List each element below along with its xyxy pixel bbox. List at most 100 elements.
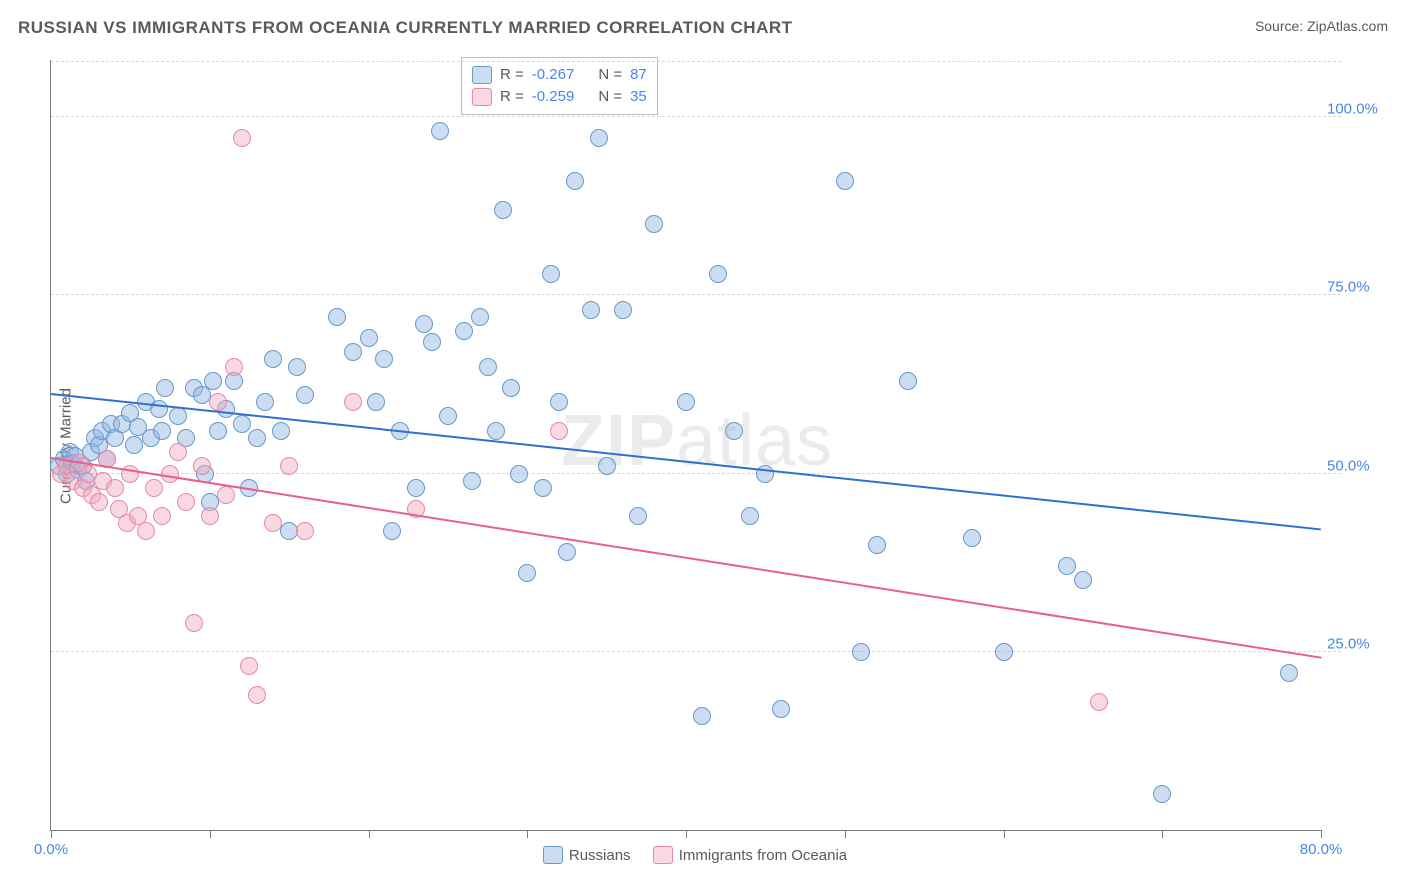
x-tick-label: 80.0% bbox=[1300, 841, 1343, 858]
data-point bbox=[415, 315, 433, 333]
data-point bbox=[125, 436, 143, 454]
x-tick bbox=[1162, 830, 1163, 838]
x-tick bbox=[1004, 830, 1005, 838]
data-point bbox=[169, 443, 187, 461]
data-point bbox=[756, 465, 774, 483]
series-legend: Russians Immigrants from Oceania bbox=[51, 846, 1321, 864]
data-point bbox=[709, 265, 727, 283]
data-point bbox=[344, 393, 362, 411]
r-value: -0.259 bbox=[532, 86, 575, 108]
swatch-russians bbox=[543, 846, 563, 864]
data-point bbox=[90, 493, 108, 511]
y-tick-label: 100.0% bbox=[1327, 101, 1387, 118]
legend-swatch bbox=[472, 88, 492, 106]
plot-area: ZIPatlas R =-0.267N =87R =-0.259N =35 Ru… bbox=[50, 60, 1321, 831]
data-point bbox=[542, 265, 560, 283]
data-point bbox=[614, 301, 632, 319]
data-point bbox=[558, 543, 576, 561]
data-point bbox=[510, 465, 528, 483]
data-point bbox=[161, 465, 179, 483]
gridline bbox=[51, 294, 1341, 295]
data-point bbox=[153, 507, 171, 525]
data-point bbox=[233, 129, 251, 147]
data-point bbox=[487, 422, 505, 440]
data-point bbox=[201, 507, 219, 525]
x-tick bbox=[686, 830, 687, 838]
data-point bbox=[582, 301, 600, 319]
data-point bbox=[868, 536, 886, 554]
data-point bbox=[169, 407, 187, 425]
data-point bbox=[256, 393, 274, 411]
chart-title: RUSSIAN VS IMMIGRANTS FROM OCEANIA CURRE… bbox=[18, 18, 793, 37]
data-point bbox=[209, 393, 227, 411]
data-point bbox=[209, 422, 227, 440]
x-tick bbox=[51, 830, 52, 838]
data-point bbox=[899, 372, 917, 390]
y-tick-label: 75.0% bbox=[1327, 279, 1387, 296]
source-label: Source: ZipAtlas.com bbox=[1255, 18, 1388, 34]
data-point bbox=[963, 529, 981, 547]
data-point bbox=[1058, 557, 1076, 575]
trend-line bbox=[51, 457, 1321, 659]
data-point bbox=[1153, 785, 1171, 803]
data-point bbox=[248, 686, 266, 704]
x-tick bbox=[845, 830, 846, 838]
data-point bbox=[121, 465, 139, 483]
x-tick bbox=[1321, 830, 1322, 838]
data-point bbox=[590, 129, 608, 147]
data-point bbox=[836, 172, 854, 190]
data-point bbox=[145, 479, 163, 497]
y-tick-label: 25.0% bbox=[1327, 635, 1387, 652]
data-point bbox=[177, 493, 195, 511]
data-point bbox=[204, 372, 222, 390]
data-point bbox=[502, 379, 520, 397]
gridline bbox=[51, 61, 1341, 62]
trend-line bbox=[51, 393, 1321, 530]
data-point bbox=[156, 379, 174, 397]
data-point bbox=[629, 507, 647, 525]
data-point bbox=[439, 407, 457, 425]
data-point bbox=[431, 122, 449, 140]
data-point bbox=[344, 343, 362, 361]
data-point bbox=[296, 386, 314, 404]
x-tick bbox=[527, 830, 528, 838]
gridline bbox=[51, 651, 1341, 652]
data-point bbox=[153, 422, 171, 440]
data-point bbox=[233, 415, 251, 433]
data-point bbox=[280, 457, 298, 475]
data-point bbox=[518, 564, 536, 582]
swatch-oceania bbox=[653, 846, 673, 864]
x-tick bbox=[369, 830, 370, 838]
data-point bbox=[598, 457, 616, 475]
data-point bbox=[534, 479, 552, 497]
data-point bbox=[645, 215, 663, 233]
data-point bbox=[360, 329, 378, 347]
legend-row: R =-0.259N =35 bbox=[472, 86, 647, 108]
r-label: R = bbox=[500, 64, 524, 86]
data-point bbox=[852, 643, 870, 661]
n-label: N = bbox=[598, 86, 622, 108]
watermark-bold: ZIP bbox=[561, 401, 676, 481]
data-point bbox=[772, 700, 790, 718]
data-point bbox=[479, 358, 497, 376]
data-point bbox=[423, 333, 441, 351]
data-point bbox=[240, 657, 258, 675]
x-tick bbox=[210, 830, 211, 838]
data-point bbox=[383, 522, 401, 540]
data-point bbox=[550, 422, 568, 440]
legend-label-russians: Russians bbox=[569, 847, 631, 864]
data-point bbox=[264, 514, 282, 532]
data-point bbox=[248, 429, 266, 447]
data-point bbox=[995, 643, 1013, 661]
data-point bbox=[1090, 693, 1108, 711]
source-prefix: Source: bbox=[1255, 18, 1307, 34]
data-point bbox=[455, 322, 473, 340]
data-point bbox=[137, 522, 155, 540]
data-point bbox=[725, 422, 743, 440]
data-point bbox=[288, 358, 306, 376]
data-point bbox=[1280, 664, 1298, 682]
source-link[interactable]: ZipAtlas.com bbox=[1307, 18, 1388, 34]
data-point bbox=[225, 358, 243, 376]
data-point bbox=[463, 472, 481, 490]
gridline bbox=[51, 116, 1341, 117]
